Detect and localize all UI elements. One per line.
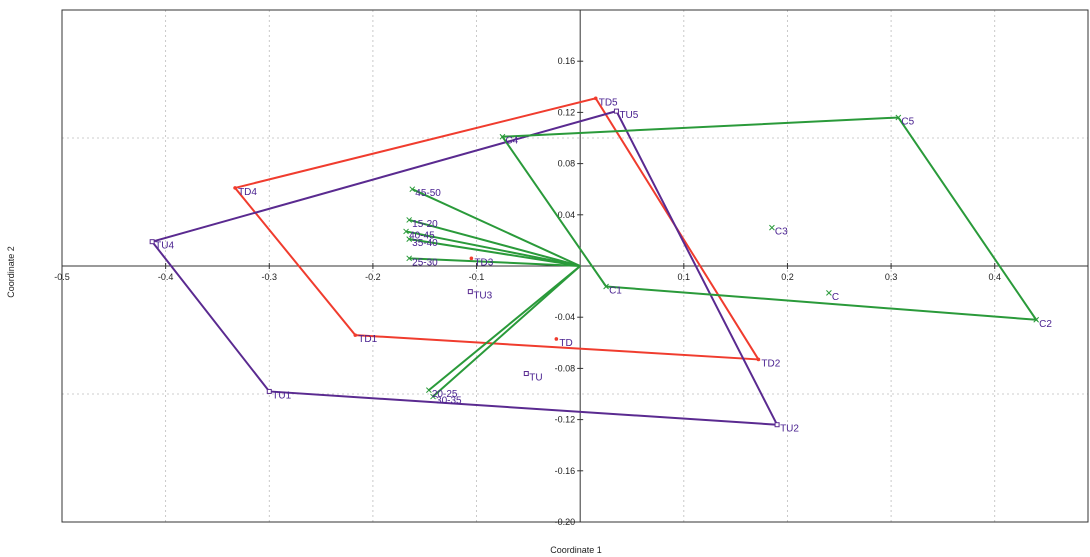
y-tick-label: 0.04: [558, 210, 576, 220]
point-label: TD2: [761, 358, 780, 369]
x-tick-label: -0.2: [365, 272, 381, 282]
point-marker-dot: [593, 96, 598, 101]
point-label: TD3: [474, 257, 493, 268]
point-marker-square: [774, 422, 780, 428]
point-label: TU5: [619, 110, 638, 121]
point-marker-cross: [769, 224, 775, 231]
vector-ray: [408, 218, 581, 267]
x-tick-label: 0.2: [781, 272, 794, 282]
point-marker-dot: [756, 357, 761, 362]
x-tick-label: 0.3: [885, 272, 898, 282]
point-marker-cross: [499, 133, 506, 140]
point-marker-dot: [469, 256, 474, 261]
point-label: TU2: [780, 424, 799, 435]
point-label: 20-25: [432, 389, 458, 400]
vector-ray: [411, 188, 581, 267]
data-points: [149, 96, 1040, 428]
vector-ray: [409, 257, 581, 267]
point-label: TU: [529, 373, 542, 384]
y-axis-title: Coordinate 2: [6, 246, 16, 298]
convex-hulls: [150, 97, 1039, 426]
point-label: TU3: [473, 291, 492, 302]
y-tick-label: -0.08: [555, 363, 576, 373]
point-marker-cross: [895, 114, 902, 121]
point-label: C2: [1039, 319, 1052, 330]
point-label: 35-40: [412, 238, 438, 249]
point-marker-square: [467, 289, 473, 295]
vector-ray: [405, 230, 581, 267]
point-label: C: [832, 292, 839, 303]
point-label: 30-35: [436, 396, 462, 407]
point-marker-square: [613, 108, 619, 114]
point-marker-square: [266, 388, 272, 394]
point-marker-square: [523, 371, 529, 377]
x-axis-title: Coordinate 1: [550, 545, 602, 555]
point-label: TD5: [599, 97, 618, 108]
point-marker-cross: [403, 228, 409, 235]
y-tick-label: 0.12: [558, 107, 576, 117]
group-polygon: [500, 116, 1039, 321]
point-marker-cross: [603, 283, 609, 290]
y-tick-label: 0.16: [558, 56, 576, 66]
x-tick-label: 0.4: [988, 272, 1001, 282]
point-label: TU4: [155, 241, 174, 252]
point-marker-cross: [409, 186, 416, 193]
point-marker-dot: [353, 333, 358, 337]
point-marker-cross: [406, 236, 413, 242]
vector-rays: [405, 188, 581, 398]
point-marker-cross: [406, 255, 413, 262]
vector-ray: [432, 265, 581, 398]
point-marker-cross: [826, 290, 832, 296]
point-label: C4: [505, 136, 518, 147]
y-tick-label: -0.12: [555, 415, 576, 425]
y-tick-label: -0.04: [555, 312, 576, 322]
x-tick-label: -0.4: [158, 272, 174, 282]
x-tick-label: -0.5: [54, 272, 70, 282]
point-marker-dot: [554, 337, 559, 341]
tick-labels: -0.5 -0.4 -0.3 -0.2 -0.1 0.1 0.2 0.3 0.4 0.16 0.12…: [54, 56, 1001, 527]
point-label: TD4: [238, 187, 257, 198]
point-label: C5: [901, 117, 914, 128]
y-tick-label: -0.16: [555, 466, 576, 476]
point-marker-square: [149, 239, 155, 245]
x-tick-label: -0.1: [469, 272, 485, 282]
y-tick-label: 0.08: [558, 159, 576, 169]
x-tick-label: 0.1: [678, 272, 691, 282]
point-marker-cross: [430, 393, 436, 400]
point-labels: TD5TD4TD1TD2TD3TDTU5TU4TU1TU2TU3TUC5C4C1…: [155, 97, 1052, 434]
point-label: C1: [609, 285, 622, 296]
point-label: C3: [775, 227, 788, 238]
point-label: 40-45: [409, 230, 435, 241]
point-marker-cross: [1033, 316, 1040, 323]
vector-ray: [428, 265, 581, 391]
point-marker-dot: [233, 186, 237, 190]
point-marker-cross: [426, 387, 432, 394]
point-label: 25-30: [412, 257, 438, 268]
point-label: TD1: [358, 334, 377, 345]
y-tick-label: -0.20: [555, 517, 576, 527]
point-marker-cross: [406, 217, 413, 223]
point-label: TD: [559, 338, 572, 349]
point-label: 45-50: [415, 188, 441, 199]
point-label: TU1: [272, 390, 291, 401]
point-label: 15-20: [412, 219, 438, 230]
vector-ray: [409, 238, 581, 267]
x-tick-label: -0.3: [262, 272, 278, 282]
